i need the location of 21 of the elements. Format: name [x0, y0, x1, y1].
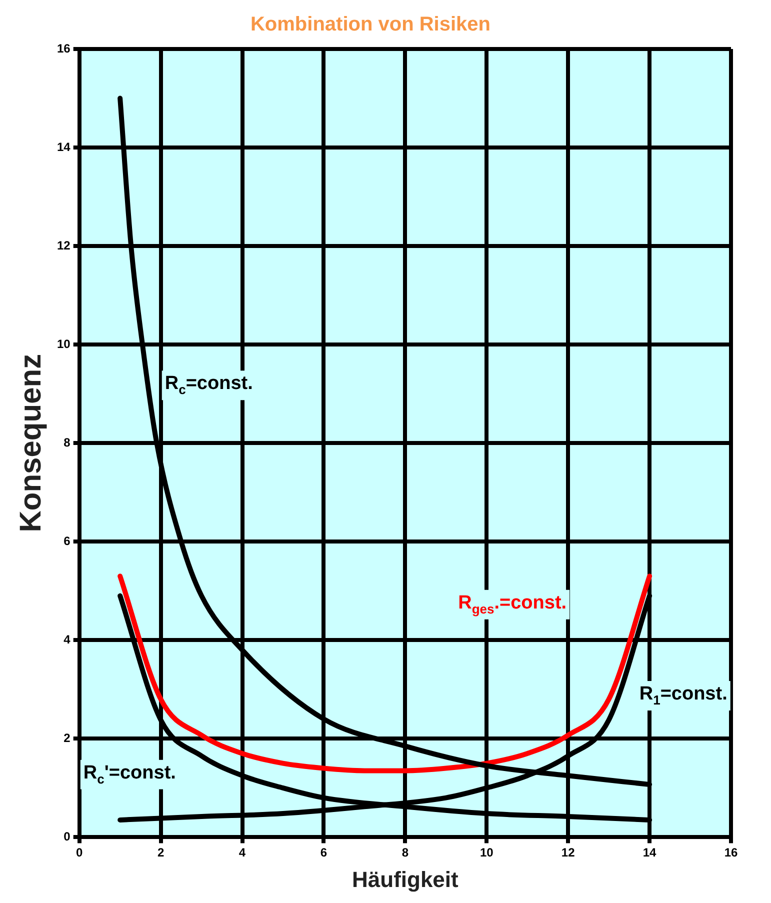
y-tick-label: 10 [56, 336, 71, 351]
x-tick-label: 12 [561, 846, 576, 860]
y-tick-label: 0 [64, 830, 71, 844]
x-tick-label: 6 [320, 846, 328, 860]
y-tick-label: 2 [64, 730, 71, 745]
x-tick-label: 4 [238, 846, 246, 860]
x-tick-label: 10 [480, 846, 494, 860]
x-tick-label: 0 [76, 846, 84, 860]
x-tick-label: 14 [642, 846, 657, 860]
chart-title: Kombination von Risiken [250, 14, 491, 36]
y-tick-label: 4 [64, 632, 71, 646]
y-tick-label: 16 [56, 41, 71, 56]
y-tick-label: 6 [64, 534, 71, 548]
x-tick-label: 2 [157, 846, 164, 860]
y-tick-label: 8 [64, 435, 71, 450]
y-tick-label: 14 [56, 140, 71, 154]
x-tick-label: 8 [402, 846, 409, 860]
y-axis-title: Konsequenz [14, 354, 48, 532]
x-tick-label: 16 [724, 846, 738, 860]
x-axis-title: Häufigkeit [352, 866, 460, 892]
y-tick-label: 12 [56, 238, 71, 252]
